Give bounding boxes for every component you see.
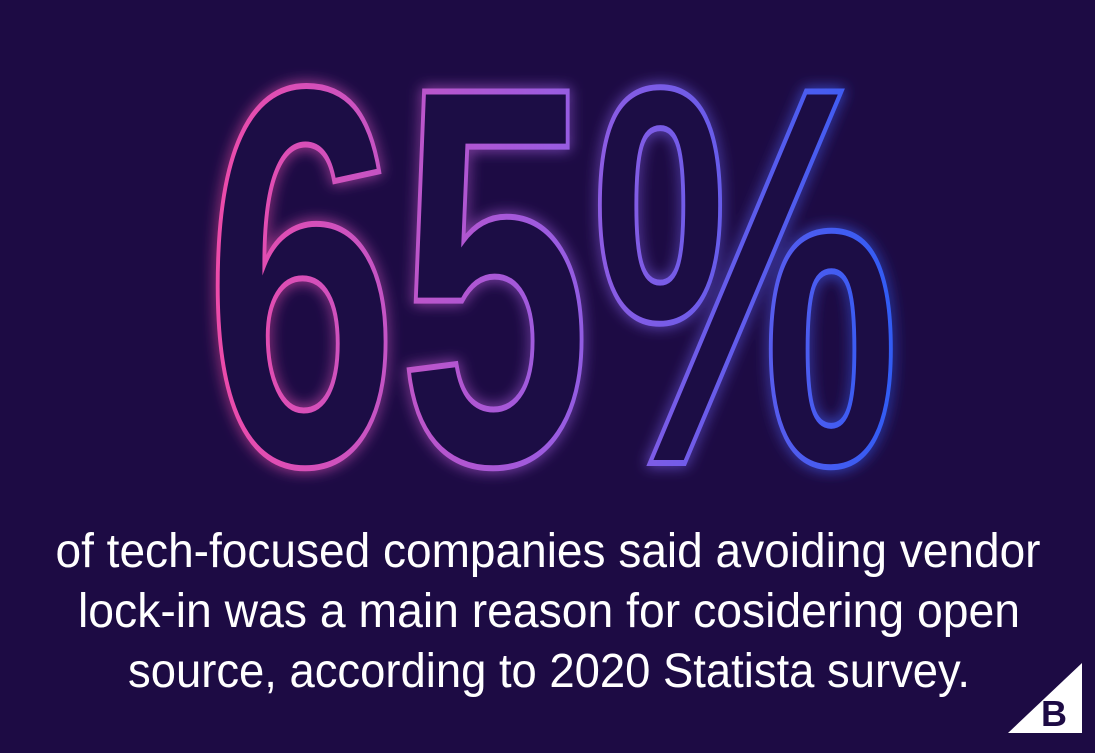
stat-number: 65% bbox=[205, 0, 900, 578]
caption-line: of tech-focused companies said avoiding … bbox=[56, 525, 1041, 578]
caption-line: lock-in was a main reason for cosidering… bbox=[78, 585, 1020, 638]
caption-line: source, according to 2020 Statista surve… bbox=[128, 645, 970, 698]
caption: of tech-focused companies said avoiding … bbox=[56, 525, 1041, 698]
logo-triangle bbox=[1008, 663, 1082, 733]
logo-letter: B bbox=[1041, 693, 1067, 734]
